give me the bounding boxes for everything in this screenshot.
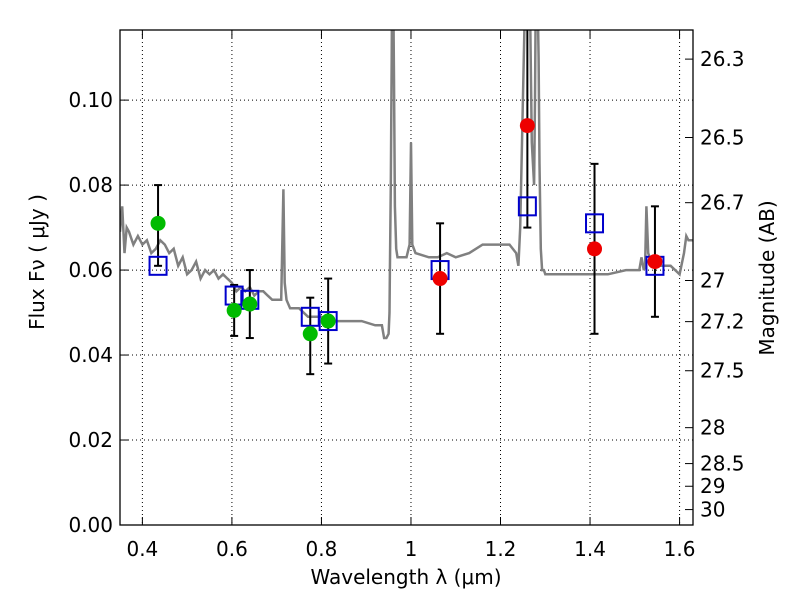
x-tick-label: 0.6 xyxy=(216,537,248,561)
model-square xyxy=(585,213,605,234)
errorbar xyxy=(523,30,532,229)
mag-tick-label: 26.7 xyxy=(700,191,745,215)
y-tick-label: 0.06 xyxy=(68,258,113,282)
optical-points xyxy=(150,215,336,342)
nir-points xyxy=(432,118,663,287)
x-tick-label: 0.8 xyxy=(306,537,338,561)
y-tick-label: 0.00 xyxy=(68,513,113,537)
data-point xyxy=(226,302,242,318)
x-tick-labels: 0.4 0.6 0.8 1 1.2 1.4 1.6 xyxy=(126,537,695,561)
x-axis-title: Wavelength λ (μm) xyxy=(310,565,501,589)
mag-tick-label: 28 xyxy=(700,416,725,440)
plot-frame xyxy=(119,29,694,526)
mag-tick-label: 26.5 xyxy=(700,125,745,149)
x-tick-label: 1.2 xyxy=(485,537,517,561)
data-point xyxy=(302,326,318,342)
mag-tick-label: 28.5 xyxy=(700,452,745,476)
mag-tick-label: 27.5 xyxy=(700,359,745,383)
data-point xyxy=(432,271,448,287)
data-point xyxy=(320,313,336,329)
y-tick-label: 0.08 xyxy=(68,173,113,197)
model-squares xyxy=(148,196,665,332)
y-tick-label: 0.10 xyxy=(68,88,113,112)
data-point xyxy=(242,296,258,312)
y-tick-label: 0.04 xyxy=(68,343,113,367)
mag-tick-label: 27.2 xyxy=(700,310,745,334)
grid-lines xyxy=(120,30,693,525)
magnitude-axis-title: Magnitude (AB) xyxy=(755,200,779,355)
y-axis-title: Flux Fν ( μJy ) xyxy=(25,194,49,330)
plot-area xyxy=(120,30,693,376)
model-square xyxy=(318,311,338,332)
x-tick-label: 0.4 xyxy=(126,537,158,561)
model-square xyxy=(148,255,168,276)
data-point xyxy=(587,241,603,257)
y-tick-labels: 0.00 0.02 0.04 0.06 0.08 0.10 xyxy=(68,88,113,537)
model-square xyxy=(517,196,537,217)
mag-tick-label: 27 xyxy=(700,268,725,292)
x-tick-label: 1 xyxy=(405,537,418,561)
mag-tick-label: 30 xyxy=(700,498,725,522)
tick-marks xyxy=(120,30,693,526)
mag-tick-label: 29 xyxy=(700,474,725,498)
data-point xyxy=(647,254,663,270)
data-point xyxy=(519,118,535,134)
data-point xyxy=(150,215,166,231)
mag-tick-label: 26.3 xyxy=(700,47,745,71)
x-tick-label: 1.4 xyxy=(574,537,606,561)
template-spectrum-line xyxy=(120,30,693,340)
y-tick-label: 0.02 xyxy=(68,428,113,452)
x-tick-label: 1.6 xyxy=(664,537,696,561)
